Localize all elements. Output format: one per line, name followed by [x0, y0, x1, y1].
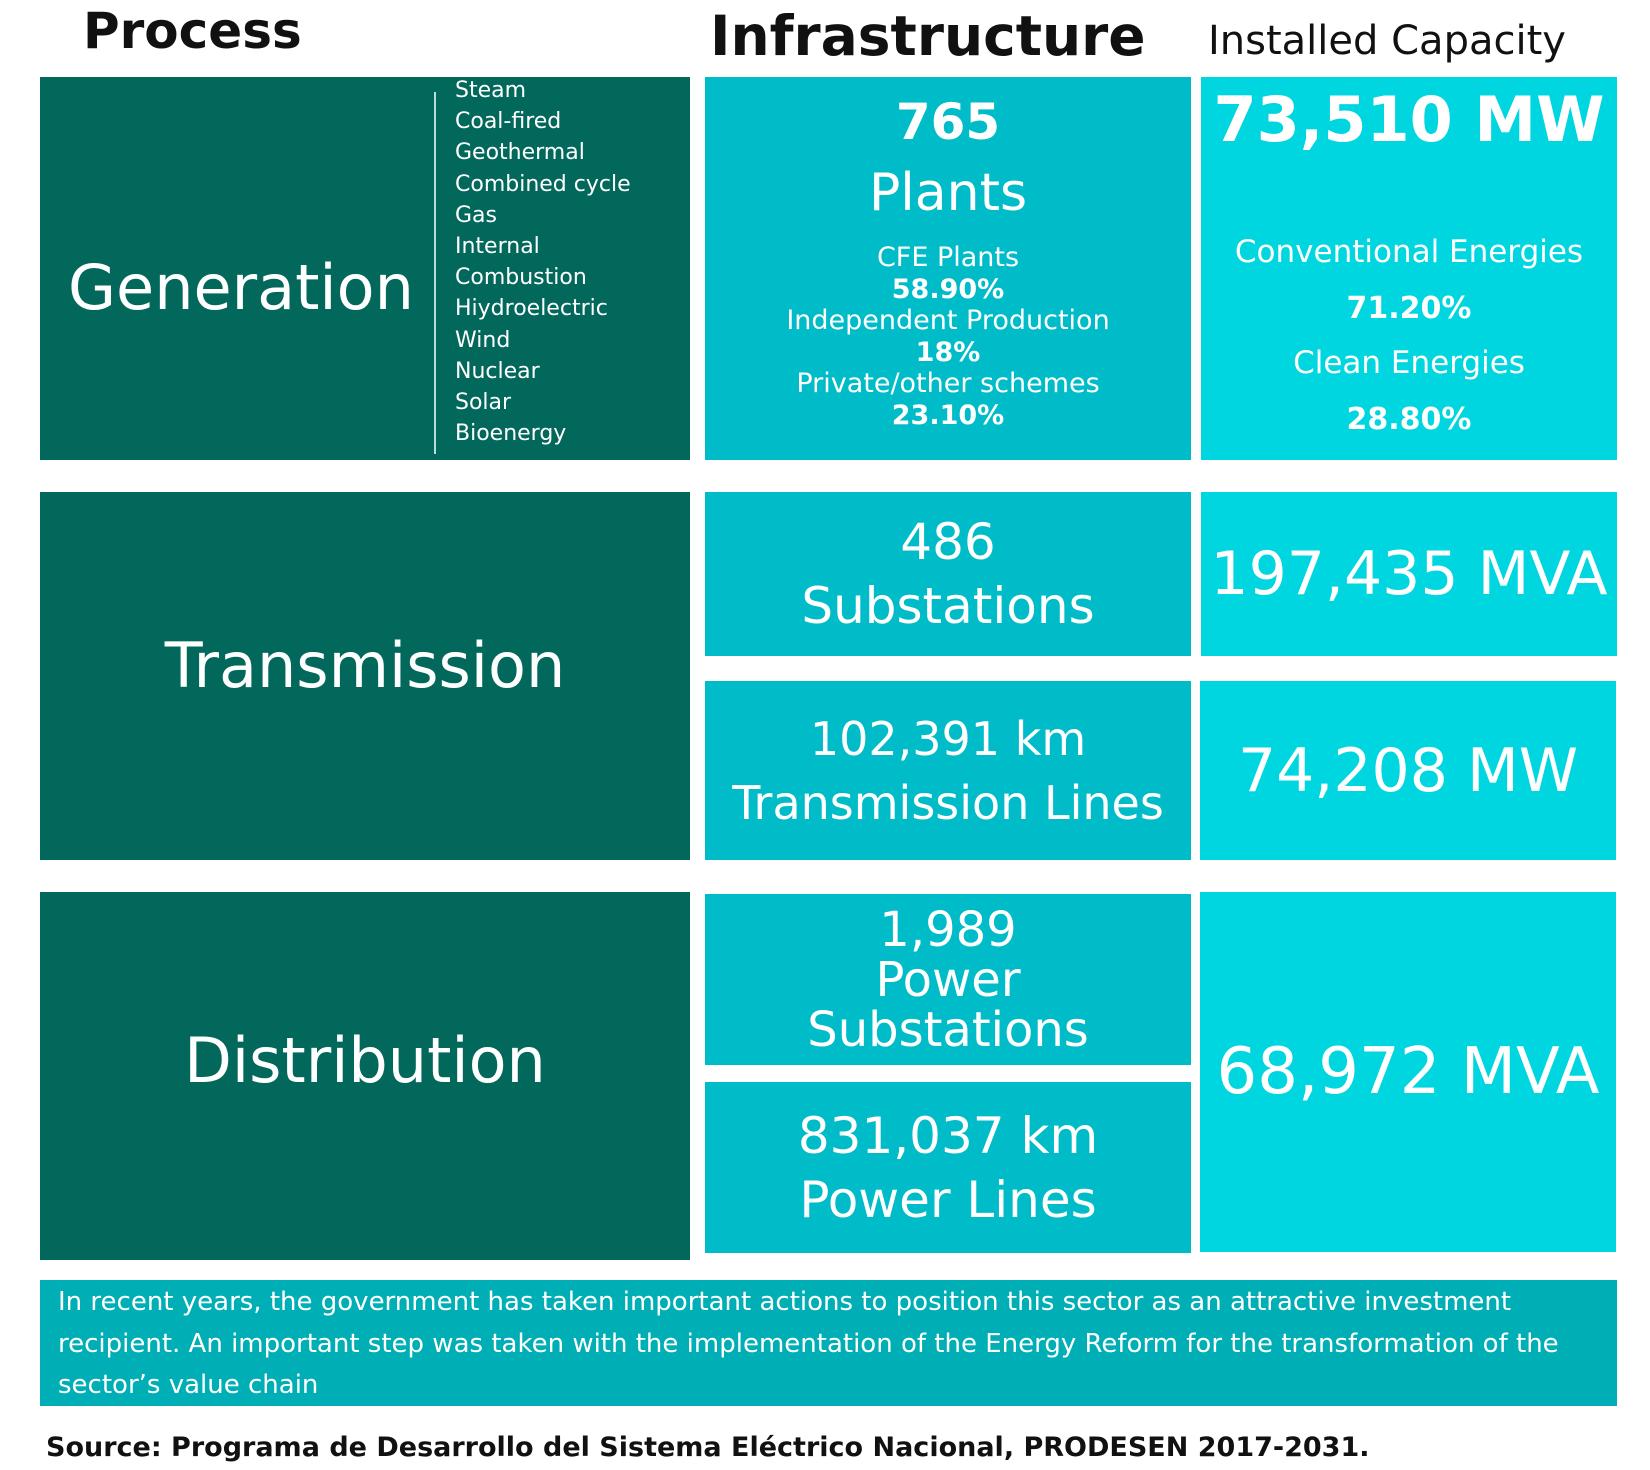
generation-process-block: Generation Steam Coal-fired Geothermal C…	[40, 77, 690, 460]
header-installed-capacity: Installed Capacity	[1208, 18, 1566, 64]
generation-type: Gas	[455, 202, 497, 228]
generation-type: Bioenergy	[455, 421, 567, 447]
cfe-plants-value: 58.90%	[891, 273, 1005, 305]
transmission-substations-count: 486	[900, 513, 996, 571]
generation-capacity-block: 73,510 MW Conventional Energies 71.20% C…	[1201, 77, 1617, 460]
plants-breakdown: CFE Plants 58.90% Independent Production…	[705, 242, 1191, 431]
header-process: Process	[83, 2, 302, 60]
private-schemes-label: Private/other schemes	[796, 368, 1100, 399]
distribution-label: Distribution	[184, 1024, 546, 1097]
generation-divider	[434, 92, 436, 454]
plants-unit: Plants	[868, 163, 1028, 223]
generation-type: Hiydroelectric	[455, 296, 608, 322]
distribution-process-block: Distribution	[40, 892, 690, 1260]
independent-production-label: Independent Production	[786, 305, 1110, 336]
generation-type: Combined cycle	[455, 171, 631, 197]
generation-type: Nuclear	[455, 358, 540, 384]
generation-type: Combustion	[455, 265, 587, 291]
private-schemes-value: 23.10%	[891, 399, 1005, 431]
source-citation: Source: Programa de Desarrollo del Siste…	[46, 1432, 1370, 1463]
transmission-lines-count: 102,391 km	[809, 711, 1087, 766]
distribution-lines-block: 831,037 km Power Lines	[705, 1082, 1191, 1253]
transmission-substations-block: 486 Substations	[705, 492, 1191, 656]
generation-types-list: Steam Coal-fired Geothermal Combined cyc…	[455, 75, 685, 449]
transmission-label: Transmission	[164, 629, 566, 702]
transmission-lines-unit: Transmission Lines	[732, 775, 1164, 830]
transmission-substations-capacity-block: 197,435 MVA	[1201, 492, 1617, 656]
distribution-substations-unit-line2: Substations	[807, 1001, 1089, 1058]
info-note-text: In recent years, the government has take…	[58, 1287, 1559, 1400]
distribution-lines-unit: Power Lines	[799, 1170, 1097, 1229]
generation-type: Solar	[455, 390, 512, 416]
transmission-lines-capacity: 74,208 MW	[1237, 735, 1579, 806]
transmission-substations-unit: Substations	[801, 577, 1095, 635]
distribution-lines-count: 831,037 km	[797, 1106, 1099, 1165]
distribution-capacity-block: 68,972 MVA	[1200, 892, 1616, 1252]
header-infrastructure: Infrastructure	[710, 4, 1146, 68]
generation-type: Wind	[455, 327, 511, 353]
transmission-lines-block: 102,391 km Transmission Lines	[705, 681, 1191, 860]
distribution-substations-count: 1,989	[879, 901, 1017, 958]
conventional-energies-value: 71.20%	[1346, 291, 1472, 326]
generation-type: Steam	[455, 78, 527, 103]
transmission-process-block: Transmission	[40, 492, 690, 860]
transmission-lines-capacity-block: 74,208 MW	[1200, 681, 1616, 860]
info-note: In recent years, the government has take…	[40, 1280, 1617, 1406]
transmission-substations-capacity: 197,435 MVA	[1210, 539, 1608, 609]
clean-energies-label: Clean Energies	[1293, 345, 1525, 381]
plants-count: 765	[895, 93, 1001, 151]
distribution-capacity: 68,972 MVA	[1216, 1035, 1600, 1109]
distribution-substations-unit-line1: Power	[875, 951, 1021, 1008]
clean-energies-value: 28.80%	[1346, 402, 1472, 437]
generation-label: Generation	[68, 251, 414, 324]
generation-capacity-total: 73,510 MW	[1213, 83, 1605, 156]
cfe-plants-label: CFE Plants	[876, 242, 1020, 273]
conventional-energies-label: Conventional Energies	[1234, 234, 1584, 270]
generation-type: Coal-fired	[455, 109, 562, 135]
independent-production-value: 18%	[915, 336, 981, 368]
distribution-substations-block: 1,989 Power Substations	[705, 894, 1191, 1065]
generation-type: Geothermal	[455, 140, 585, 166]
generation-type: Internal	[455, 234, 540, 260]
generation-infrastructure-block: 765 Plants CFE Plants 58.90% Independent…	[705, 77, 1191, 460]
